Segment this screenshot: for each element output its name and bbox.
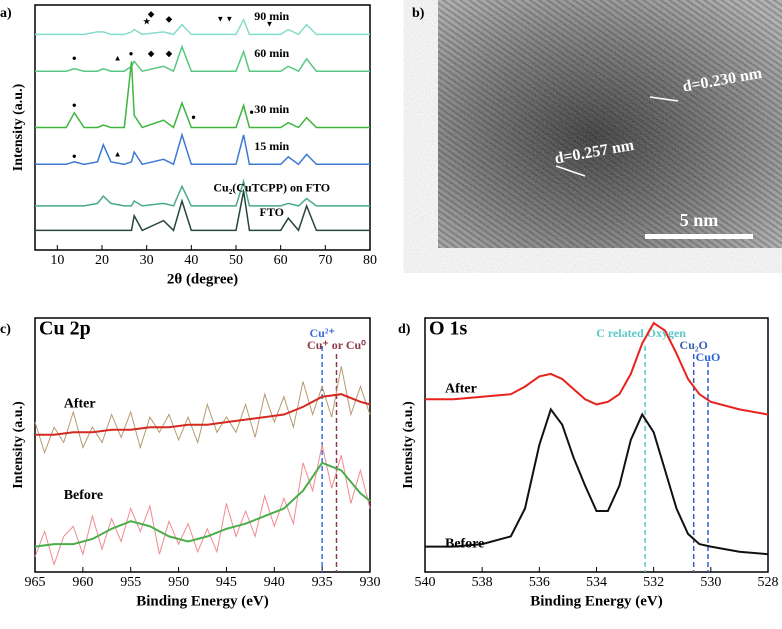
series-line	[34, 366, 371, 455]
panel-label: d)	[398, 322, 411, 337]
x-tick-label: 965	[25, 575, 46, 590]
reference-label: Cu⁺ or Cu⁰	[307, 338, 366, 352]
series-label: 60 min	[254, 46, 289, 60]
series-line	[35, 132, 370, 166]
annotation: ◆	[165, 49, 173, 58]
series-line	[425, 321, 769, 416]
series-line	[34, 444, 371, 567]
x-tick-label: 530	[700, 575, 721, 590]
series-line	[34, 461, 371, 548]
tem-image: d=0.230 nm d=0.257 nm 5 nm	[438, 0, 782, 248]
panel-title: O 1s	[429, 318, 468, 340]
series-line	[35, 61, 370, 129]
reference-label: C related Oxygen	[596, 326, 686, 340]
annotation: ◆	[147, 10, 155, 19]
x-tick-label: 935	[312, 575, 333, 590]
x-axis-label: Binding Energy (eV)	[530, 593, 663, 609]
series-line	[35, 17, 370, 36]
annotation: ●	[72, 100, 77, 109]
y-axis-label: Intensity (a.u.)	[401, 401, 416, 489]
annotation: ●	[72, 152, 77, 161]
x-tick-label: 945	[216, 575, 237, 590]
x-tick-label: 60	[274, 253, 288, 268]
x-tick-label: 930	[360, 575, 381, 590]
panel-label: a)	[0, 6, 12, 21]
annotation: ▲	[114, 54, 122, 63]
reference-label: Cu²⁺	[310, 326, 335, 340]
series-label: 30 min	[254, 102, 289, 116]
x-tick-label: 950	[168, 575, 189, 590]
series-label: 15 min	[254, 139, 289, 153]
annotation: After	[445, 381, 477, 396]
panel-title: Cu 2p	[39, 318, 91, 340]
panel-label: b)	[412, 6, 425, 21]
series-line	[425, 407, 769, 556]
series-line	[35, 44, 370, 73]
annotation: ◆	[165, 15, 173, 24]
annotation: ▼	[266, 19, 274, 28]
annotation: ●	[249, 108, 254, 117]
x-tick-label: 955	[120, 575, 141, 590]
annotation: ●	[129, 49, 134, 58]
series-label: Cu₂(CuTCPP) on FTO	[213, 181, 330, 195]
annotation: ▼	[225, 15, 233, 24]
x-tick-label: 10	[50, 253, 64, 268]
x-tick-label: 536	[529, 575, 550, 590]
plot-frame	[34, 317, 371, 573]
annotation: ●	[72, 54, 77, 63]
x-tick-label: 528	[758, 575, 779, 590]
annotation: ●	[191, 113, 196, 122]
x-axis-label: 2θ (degree)	[167, 271, 238, 287]
x-axis-label: Binding Energy (eV)	[136, 593, 269, 609]
annotation: ★	[143, 17, 151, 26]
scale-bar-label: 5 nm	[680, 210, 719, 230]
x-tick-label: 20	[95, 253, 109, 268]
annotation: ▼	[216, 15, 224, 24]
x-tick-label: 534	[586, 575, 607, 590]
x-tick-label: 50	[229, 253, 243, 268]
x-tick-label: 30	[140, 253, 154, 268]
panel-label: c)	[0, 322, 11, 337]
reference-label: CuO	[696, 350, 721, 364]
series-line	[35, 178, 370, 207]
x-tick-label: 70	[318, 253, 332, 268]
x-tick-label: 540	[415, 575, 436, 590]
annotation: ▲	[114, 149, 122, 158]
annotation: Before	[64, 488, 103, 503]
y-axis-label: Intensity (a.u.)	[11, 401, 26, 489]
y-axis-label: Intensity (a.u.)	[11, 83, 26, 171]
series-line	[35, 191, 370, 232]
x-tick-label: 532	[643, 575, 664, 590]
annotation: After	[64, 397, 96, 412]
x-tick-label: 40	[184, 253, 198, 268]
series-label: 90 min	[254, 9, 289, 23]
annotation: ◆	[147, 49, 155, 58]
x-tick-label: 538	[472, 575, 493, 590]
annotation: Before	[445, 536, 484, 551]
x-tick-label: 940	[264, 575, 285, 590]
series-label: FTO	[260, 205, 284, 219]
series-line	[35, 393, 371, 436]
x-tick-label: 960	[72, 575, 93, 590]
reference-label: Cu₂O	[680, 338, 708, 352]
x-tick-label: 80	[363, 253, 377, 268]
